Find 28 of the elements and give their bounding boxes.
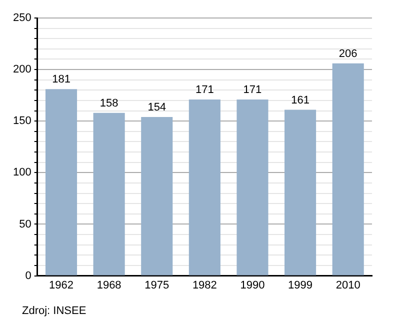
bar (93, 112, 125, 276)
data-label: 206 (338, 48, 358, 60)
y-tick-label: 50 (19, 218, 32, 230)
x-tick-label: 1999 (288, 279, 313, 292)
text: Zdroj: INSEE (22, 305, 86, 317)
data-label: 181 (52, 74, 70, 86)
y-tick-label: 150 (12, 115, 32, 128)
data-label: 171 (243, 84, 262, 96)
y-tick-label: 100 (12, 166, 32, 179)
x-tick-label: 1990 (240, 279, 265, 292)
bar (284, 110, 316, 276)
x-tick-label: 1975 (144, 279, 170, 292)
bar (45, 89, 78, 276)
bar (332, 63, 364, 276)
data-label: 154 (148, 102, 166, 114)
y-tick-label: 200 (12, 64, 32, 76)
y-tick-label: 250 (12, 12, 32, 24)
y-tick-label: 0 (25, 270, 32, 282)
data-label: 158 (100, 97, 118, 110)
data-label: 161 (291, 94, 310, 106)
bar (141, 116, 173, 276)
bar (188, 99, 220, 276)
x-tick-label: 1982 (192, 279, 217, 292)
bar (236, 99, 268, 276)
x-tick-label: 2010 (336, 279, 360, 292)
x-tick-label: 1968 (96, 279, 122, 292)
x-tick-label: 1962 (49, 279, 74, 292)
data-label: 171 (195, 84, 214, 96)
